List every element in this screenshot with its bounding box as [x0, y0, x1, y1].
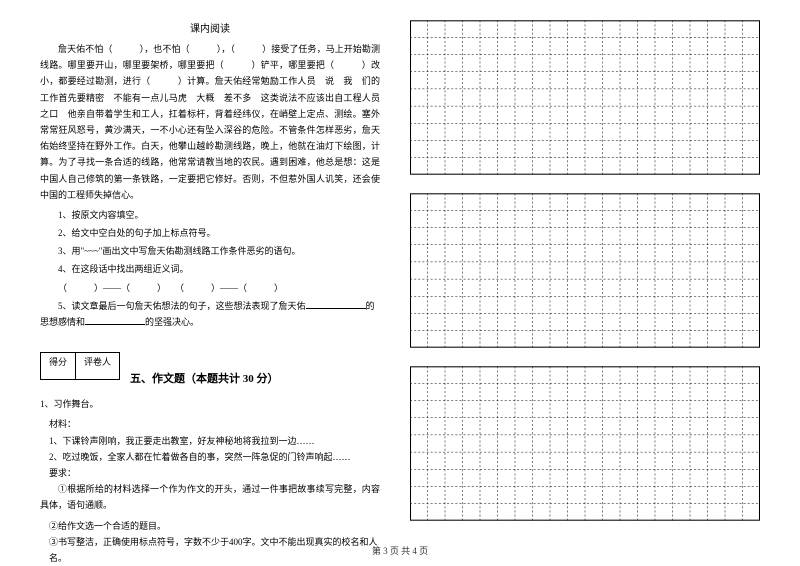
- material1: 1、下课铃声刚响，我正要走出教室，好友神秘地将我拉到一边……: [49, 433, 380, 449]
- score-cell-1: 得分: [40, 352, 75, 380]
- material2: 2、吃过晚饭，全家人都在忙着做各自的事，突然一阵急促的门铃声响起……: [49, 449, 380, 465]
- section-title: 五、作文题（本题共计 30 分）: [130, 370, 380, 386]
- writing-grid-1: [410, 20, 760, 175]
- q3: 3、用"~~~"画出文中写詹天佑勘测线路工作条件恶劣的语句。: [40, 243, 380, 259]
- req1: ①根据所给的材料选择一个作为作文的开头，通过一件事把故事续写完整，内容具体，语句…: [40, 481, 380, 513]
- blank-1: [306, 299, 366, 309]
- right-column: [400, 0, 800, 565]
- score-box: 得分 评卷人: [40, 352, 120, 380]
- q5: 5、读文章最后一句詹天佑想法的句子，这些想法表现了詹天佑的思想感情和的坚强决心。: [40, 298, 380, 330]
- req2: ②给作文选一个合适的题目。: [49, 518, 380, 534]
- q4-blank: （ ）——（ ） （ ）——（ ）: [40, 280, 380, 296]
- comp-item1: 1、习作舞台。: [40, 396, 380, 412]
- q2: 2、给文中空白处的句子加上标点符号。: [40, 225, 380, 241]
- q1: 1、按原文内容填空。: [40, 207, 380, 223]
- reading-body: 詹天佑不怕（ ），也不怕（ ），（ ）接受了任务，马上开始勘测线路。哪里要开山，…: [40, 41, 380, 203]
- writing-grid-3: [410, 366, 760, 521]
- writing-grid-2: [410, 193, 760, 348]
- q5-part3: 的坚强决心。: [145, 317, 199, 327]
- req-label: 要求：: [49, 465, 380, 481]
- page-footer: 第 3 页 共 4 页: [0, 544, 800, 557]
- reading-title: 课内阅读: [40, 20, 380, 35]
- q4: 4、在这段话中找出两组近义词。: [40, 261, 380, 277]
- left-column: 课内阅读 詹天佑不怕（ ），也不怕（ ），（ ）接受了任务，马上开始勘测线路。哪…: [0, 0, 400, 565]
- material-label: 材料：: [49, 416, 380, 432]
- q5-part1: 5、读文章最后一句詹天佑想法的句子，这些想法表现了詹天佑: [58, 301, 306, 311]
- score-cell-2: 评卷人: [75, 352, 120, 380]
- blank-2: [85, 315, 145, 325]
